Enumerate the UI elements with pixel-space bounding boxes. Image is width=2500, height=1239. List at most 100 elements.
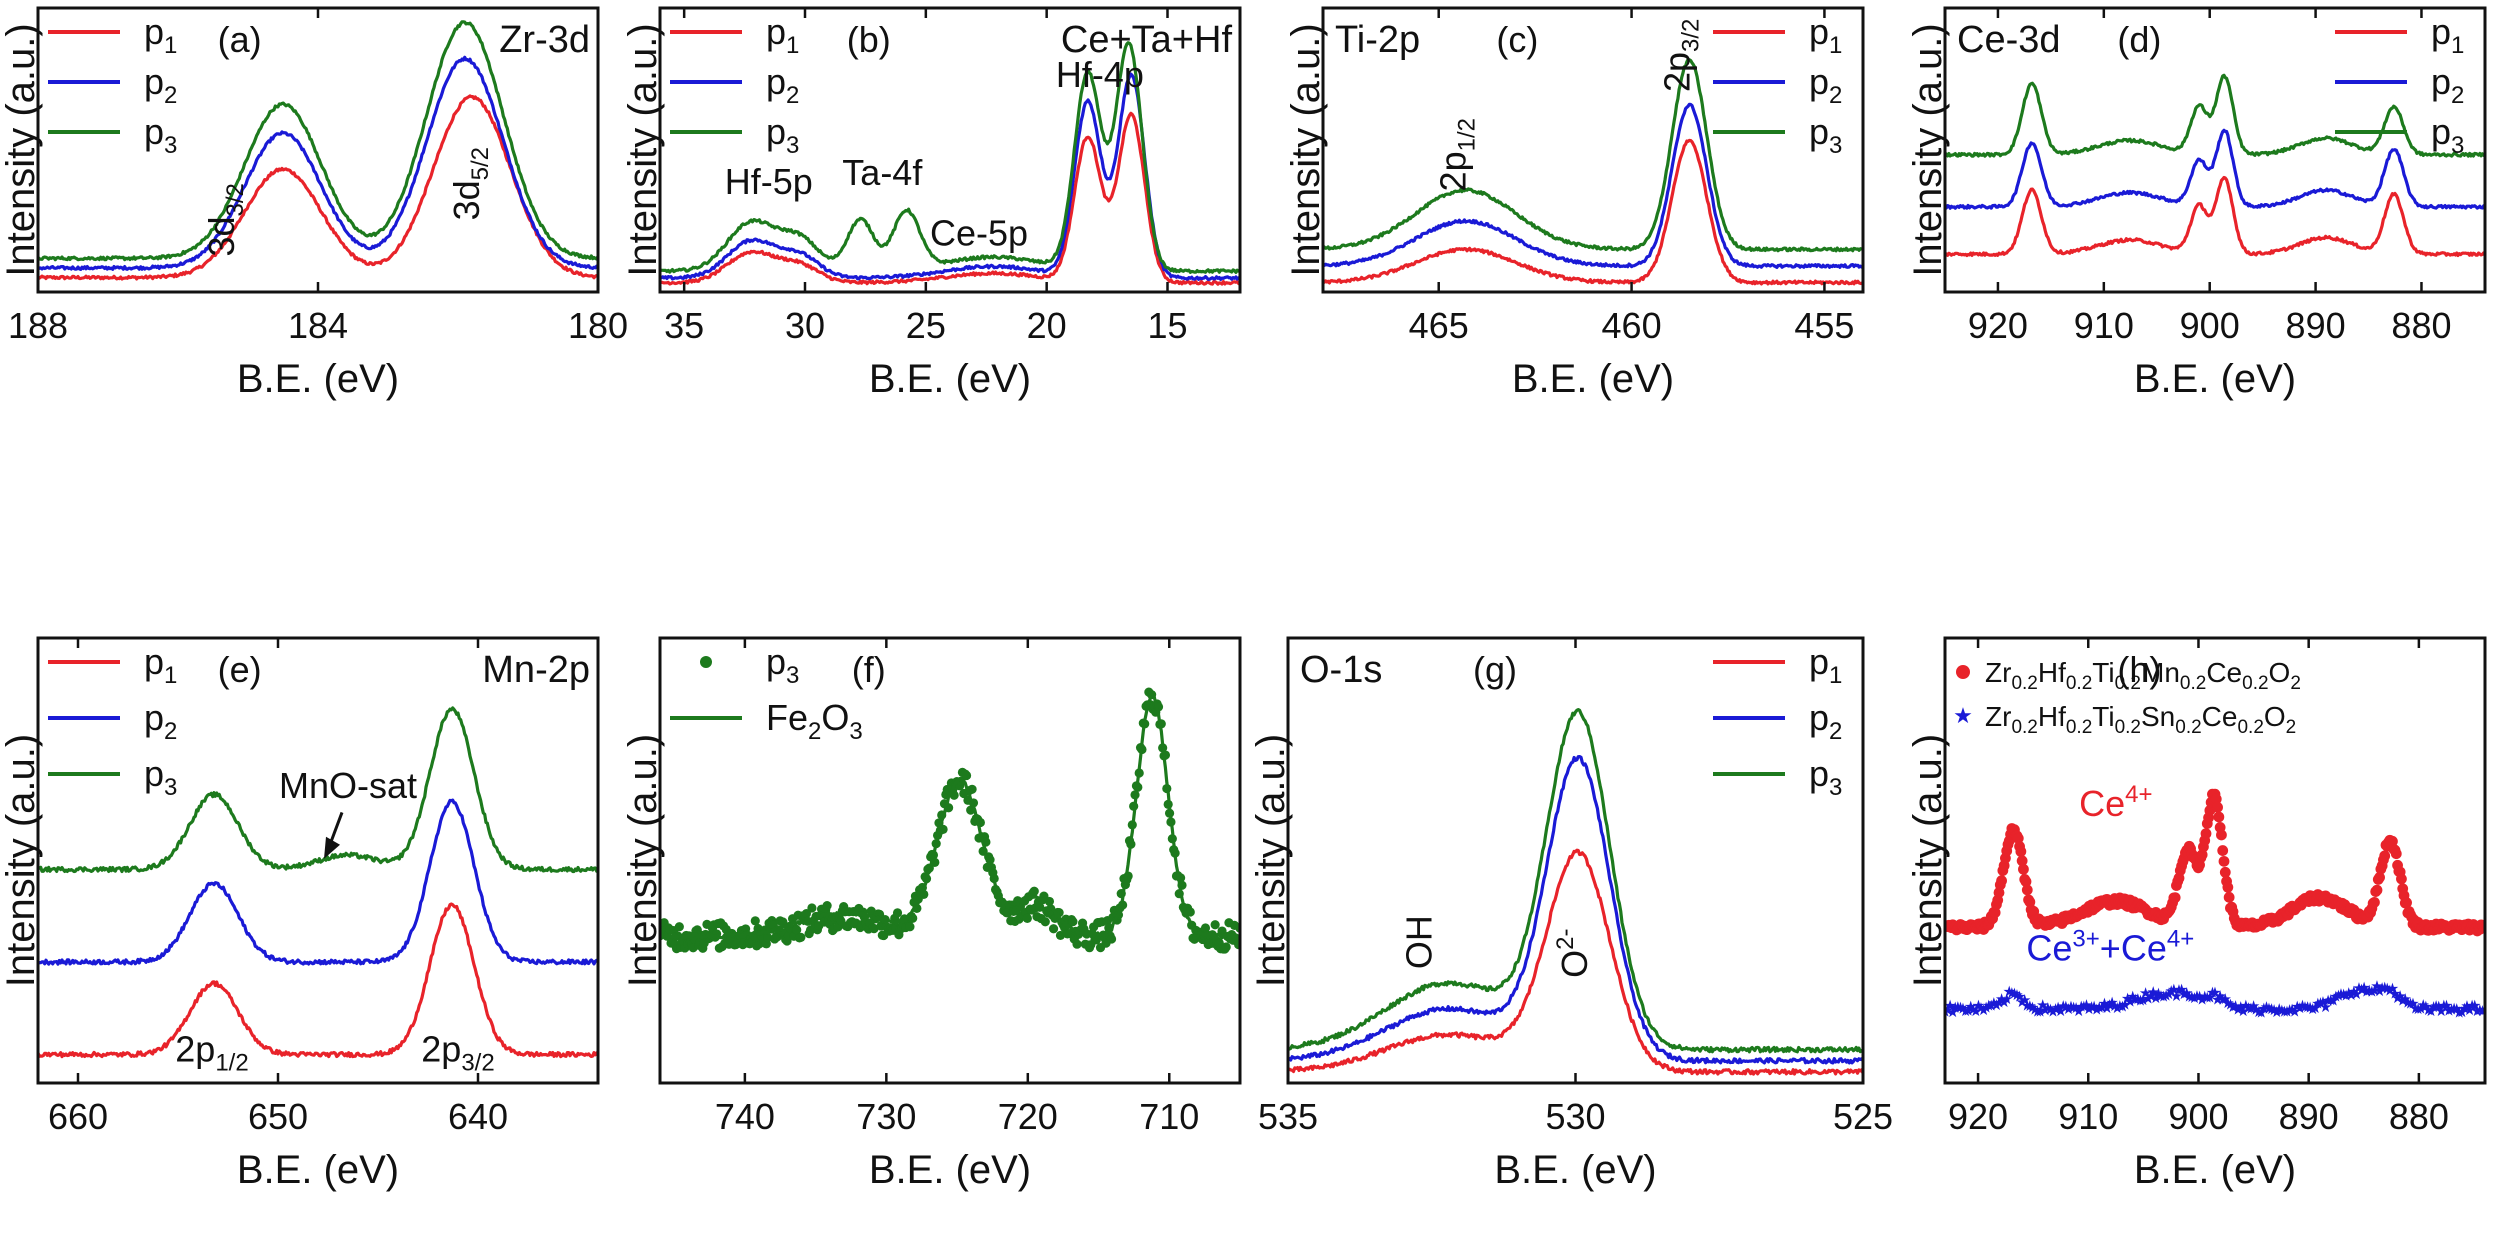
annotation: Ce3+​+Ce4+​ (2026, 926, 2194, 969)
x-axis-label: B.E. (eV) (1494, 1148, 1656, 1192)
data-point (1068, 917, 1078, 927)
data-point: ★ (2077, 999, 2090, 1016)
data-point (2217, 845, 2229, 856)
data-point: ★ (1951, 999, 1964, 1016)
data-point: ★ (2190, 988, 2203, 1005)
data-point: ★ (2458, 1000, 2471, 1017)
data-point: ★ (2021, 997, 2034, 1014)
data-point: ★ (2185, 989, 2198, 1006)
legend-marker (700, 656, 712, 668)
annotation: MnO-sat (279, 765, 417, 806)
legend-entry-label: p2​ (2431, 61, 2464, 109)
data-point: ★ (2237, 1003, 2250, 1020)
x-axis-label: B.E. (eV) (869, 357, 1031, 401)
x-axis-label: B.E. (eV) (237, 1148, 399, 1192)
data-point: ★ (2463, 1002, 2476, 1019)
data-point: ★ (2468, 997, 2481, 1014)
data-point: ★ (2141, 991, 2154, 1008)
data-point (892, 908, 903, 918)
data-point: ★ (2193, 988, 2206, 1005)
data-point: ★ (2085, 999, 2098, 1016)
x-tick-label: 890 (2286, 305, 2346, 346)
data-point (1035, 902, 1045, 912)
data-point: ★ (2249, 1002, 2262, 1019)
data-point: ★ (2267, 1002, 2280, 1019)
data-point (2371, 884, 2383, 896)
data-point: ★ (2226, 999, 2239, 1016)
data-point: ★ (2080, 997, 2093, 1014)
annotation: Hf-5p (725, 161, 813, 202)
data-point: ★ (2121, 991, 2134, 1008)
series-p3-line (38, 706, 598, 874)
data-point: ★ (2280, 1003, 2293, 1020)
data-point: ★ (2098, 996, 2111, 1013)
series-p1-line (1945, 175, 2485, 258)
data-point: ★ (1964, 999, 1977, 1016)
data-point: ★ (2167, 982, 2180, 999)
data-point: ★ (2023, 998, 2036, 1015)
data-point: ★ (2064, 999, 2077, 1016)
data-point: ★ (2131, 991, 2144, 1008)
peak-label: 3d5/2​ (446, 147, 494, 220)
x-tick-label: 180 (568, 305, 628, 346)
data-point: ★ (1946, 1004, 1959, 1021)
data-point: ★ (2437, 997, 2450, 1014)
data-point: ★ (2409, 1001, 2422, 1018)
legend-entry-label: Fe2​O3​ (766, 697, 863, 745)
data-point: ★ (1954, 1000, 1967, 1017)
x-tick-label: 900 (2180, 305, 2240, 346)
data-point: ★ (2283, 1002, 2296, 1019)
data-point (807, 903, 817, 913)
data-point: ★ (2365, 983, 2378, 1000)
data-point: ★ (2201, 990, 2214, 1007)
data-point: ★ (2473, 1002, 2486, 1019)
data-point (2021, 884, 2033, 896)
legend-entry-label: p1​ (766, 11, 799, 59)
x-tick-label: 30 (785, 305, 825, 346)
annotation: Hf-4p (1056, 54, 1144, 95)
peak-label: O2-​ (1552, 929, 1595, 978)
x-tick-label: 455 (1794, 305, 1854, 346)
series-p1-line (1323, 138, 1863, 286)
x-tick-label: 730 (856, 1096, 916, 1137)
data-point (674, 922, 684, 932)
data-point: ★ (2093, 999, 2106, 1016)
data-point: ★ (2103, 997, 2116, 1014)
data-point: ★ (2203, 990, 2216, 1007)
data-point: ★ (2311, 995, 2324, 1012)
data-point (869, 924, 879, 934)
data-point: ★ (2072, 1003, 2085, 1020)
data-point: ★ (2108, 998, 2121, 1015)
series-p1-line (38, 902, 598, 1059)
data-point: ★ (2334, 986, 2347, 1003)
data-point: ★ (2306, 1001, 2319, 1018)
data-point: ★ (2327, 993, 2340, 1010)
legend: Zr0.2​Hf0.2​Ti0.2​Mn0.2​Ce0.2​O2​ ★ Zr0.2​… (1953, 657, 2301, 738)
data-point: ★ (1992, 994, 2005, 1011)
x-axis-label: B.E. (eV) (2134, 357, 2296, 401)
data-point: ★ (2339, 987, 2352, 1004)
data-point: ★ (2422, 1002, 2435, 1019)
series-Fe2O3-line (660, 693, 1240, 940)
axes-frame (1943, 6, 2487, 294)
data-point: ★ (2067, 999, 2080, 1016)
data-point (2169, 892, 2181, 904)
data-point: ★ (2275, 1002, 2288, 1019)
data-point: ★ (2316, 994, 2329, 1011)
x-tick-label: 880 (2389, 1096, 2449, 1137)
data-point (866, 906, 876, 916)
data-point: ★ (2301, 999, 2314, 1016)
data-point: ★ (2157, 988, 2170, 1005)
x-tick-label: 890 (2279, 1096, 2339, 1137)
data-point: ★ (2054, 1003, 2067, 1020)
legend-entry-label: p2​ (1809, 61, 1842, 109)
axes-frame (1943, 636, 2487, 1085)
y-axis-label: Intensity (a.u.) (621, 23, 665, 276)
data-point: ★ (2000, 991, 2013, 1008)
data-point: ★ (2363, 983, 2376, 1000)
data-point: ★ (2406, 995, 2419, 1012)
legend-entry-label: p3​ (766, 111, 799, 159)
panel-label: (a) (218, 19, 262, 60)
legend-entry-label: p3​ (2431, 111, 2464, 159)
data-point: ★ (2291, 998, 2304, 1015)
